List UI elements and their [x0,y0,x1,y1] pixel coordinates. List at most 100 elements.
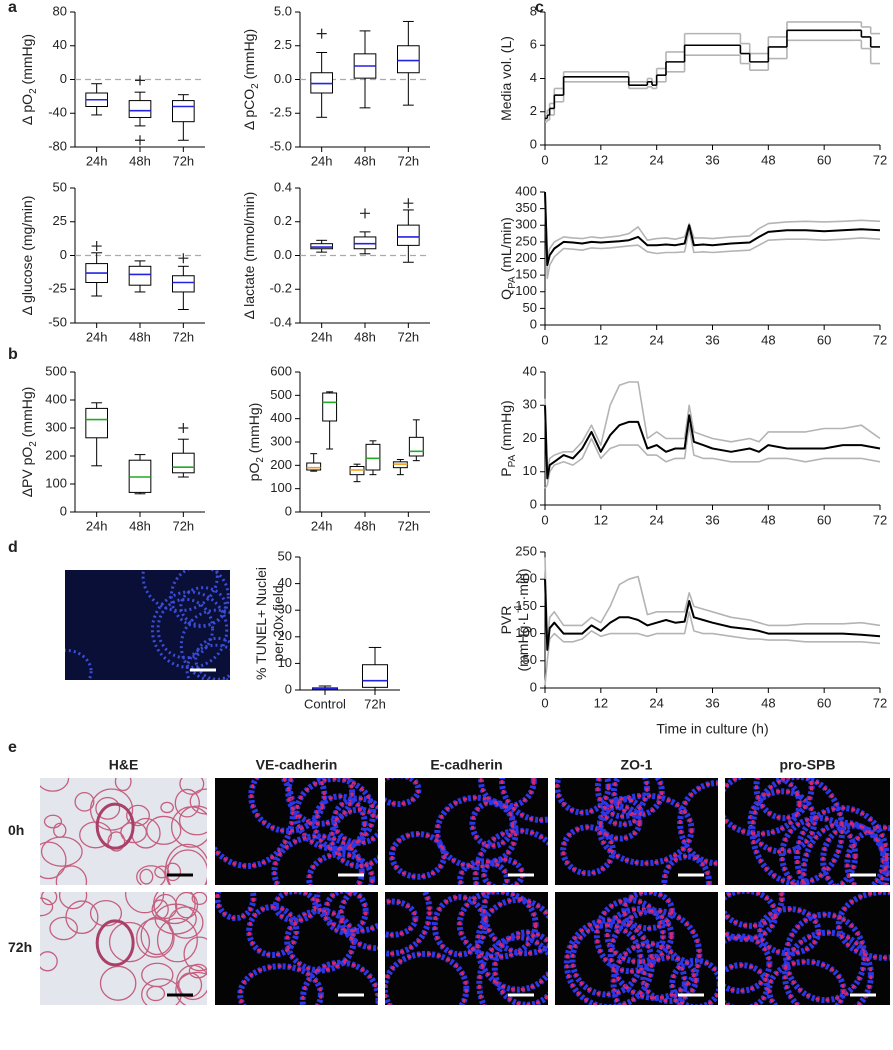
tissue [725,778,802,836]
row-label: 0h [8,822,24,838]
y-tick-label: 4 [530,70,537,85]
y-tick-label: 40 [53,37,67,52]
tissue [74,792,95,812]
y-tick-label: 200 [515,250,537,265]
x-tick-label: 72 [873,695,887,710]
x-tick-label: 24h [311,153,333,168]
x-tick-label: Control [304,696,346,711]
tissue [179,586,227,627]
x-tick-label: 72h [397,518,419,533]
y-axis-label: Δ pO2 (mmHg) [19,34,39,125]
tissue [482,892,548,955]
x-tick-label: 0 [541,512,548,527]
panel-label: b [8,346,18,363]
x-tick-label: 48 [761,695,775,710]
tissue [107,831,126,852]
tissue [602,797,643,826]
label-part: ΔPV pO [19,447,35,498]
box [362,664,388,688]
tissue [609,909,701,1000]
micrograph [385,778,548,885]
tissue [767,960,845,1005]
y-tick-label: 25 [53,213,67,228]
outlier [178,253,189,264]
label-part: (mmHg) [498,400,514,454]
tissue [183,936,207,972]
label-part: per 20x field [270,585,286,661]
tissue [837,892,890,960]
tissue [845,826,890,885]
x-tick-label: 12 [594,695,608,710]
x-tick-label: 24 [649,512,663,527]
micrograph [40,778,207,885]
outlier [91,241,102,252]
tissue [238,964,323,1005]
tissue [114,778,132,792]
tissue [174,788,200,818]
tissue [493,930,548,1005]
label-part: (mmHg·L [515,613,531,672]
tissue [725,892,784,928]
image-background [555,892,718,1005]
vessel [95,802,135,850]
y-tick-label: 0 [60,71,67,86]
label-part: Δ glucose (mg/min) [19,196,35,316]
x-tick-label: 12 [594,512,608,527]
tissue [725,934,771,993]
x-tick-label: 12 [594,332,608,347]
y-tick-label: 0 [530,496,537,511]
tissue [136,865,166,885]
tissue [41,892,58,906]
tissue [565,918,654,1005]
series-line [544,579,881,651]
tissue [470,800,515,848]
x-tick-label: 72 [873,512,887,527]
box [322,392,338,422]
tissue [40,778,70,792]
box [306,462,322,471]
y-tick-label: 350 [515,200,537,215]
tissue [164,843,207,885]
y-tick-label: 100 [515,625,537,640]
label-part: PA [507,276,518,289]
panel-label: a [8,0,17,16]
y-tick-label: 8 [530,3,537,18]
x-tick-label: 24h [311,329,333,344]
label-part: (mL/min) [498,217,514,276]
y-tick-label: 40 [523,363,537,378]
x-tick-label: 24 [649,152,663,167]
micrograph [215,778,378,885]
y-tick-label: 0 [530,136,537,151]
y-tick-label: 100 [515,283,537,298]
tissue [385,778,420,806]
micrograph [65,570,230,680]
x-tick-label: 36 [705,332,719,347]
label-part: 2 [28,441,39,447]
y-tick-label: 2.5 [274,37,292,52]
tissue [95,796,121,820]
y-tick-label: 40 [278,575,292,590]
y-tick-label: 200 [515,571,537,586]
tissue [307,852,374,885]
tissue [146,815,182,845]
micrograph [725,778,890,885]
tissue [821,824,886,885]
y-tick-label: -0.4 [270,314,292,329]
tissue [570,923,643,997]
tissue [749,789,816,854]
tissue [385,899,417,937]
y-axis-label: Δ lactate (mmol/min) [241,192,257,320]
series-line [544,381,881,473]
tissue [154,865,170,879]
tissue [294,778,375,851]
x-tick-label: 72 [873,332,887,347]
tissue [55,865,88,885]
x-tick-label: 72h [172,518,194,533]
y-tick-label: 0.2 [274,213,292,228]
y-axis-label: Media vol. (L) [498,36,514,121]
tissue [595,898,665,973]
y-tick-label: 500 [270,387,292,402]
y-tick-label: 500 [45,363,67,378]
y-axis-label: per 20x field [270,585,286,661]
